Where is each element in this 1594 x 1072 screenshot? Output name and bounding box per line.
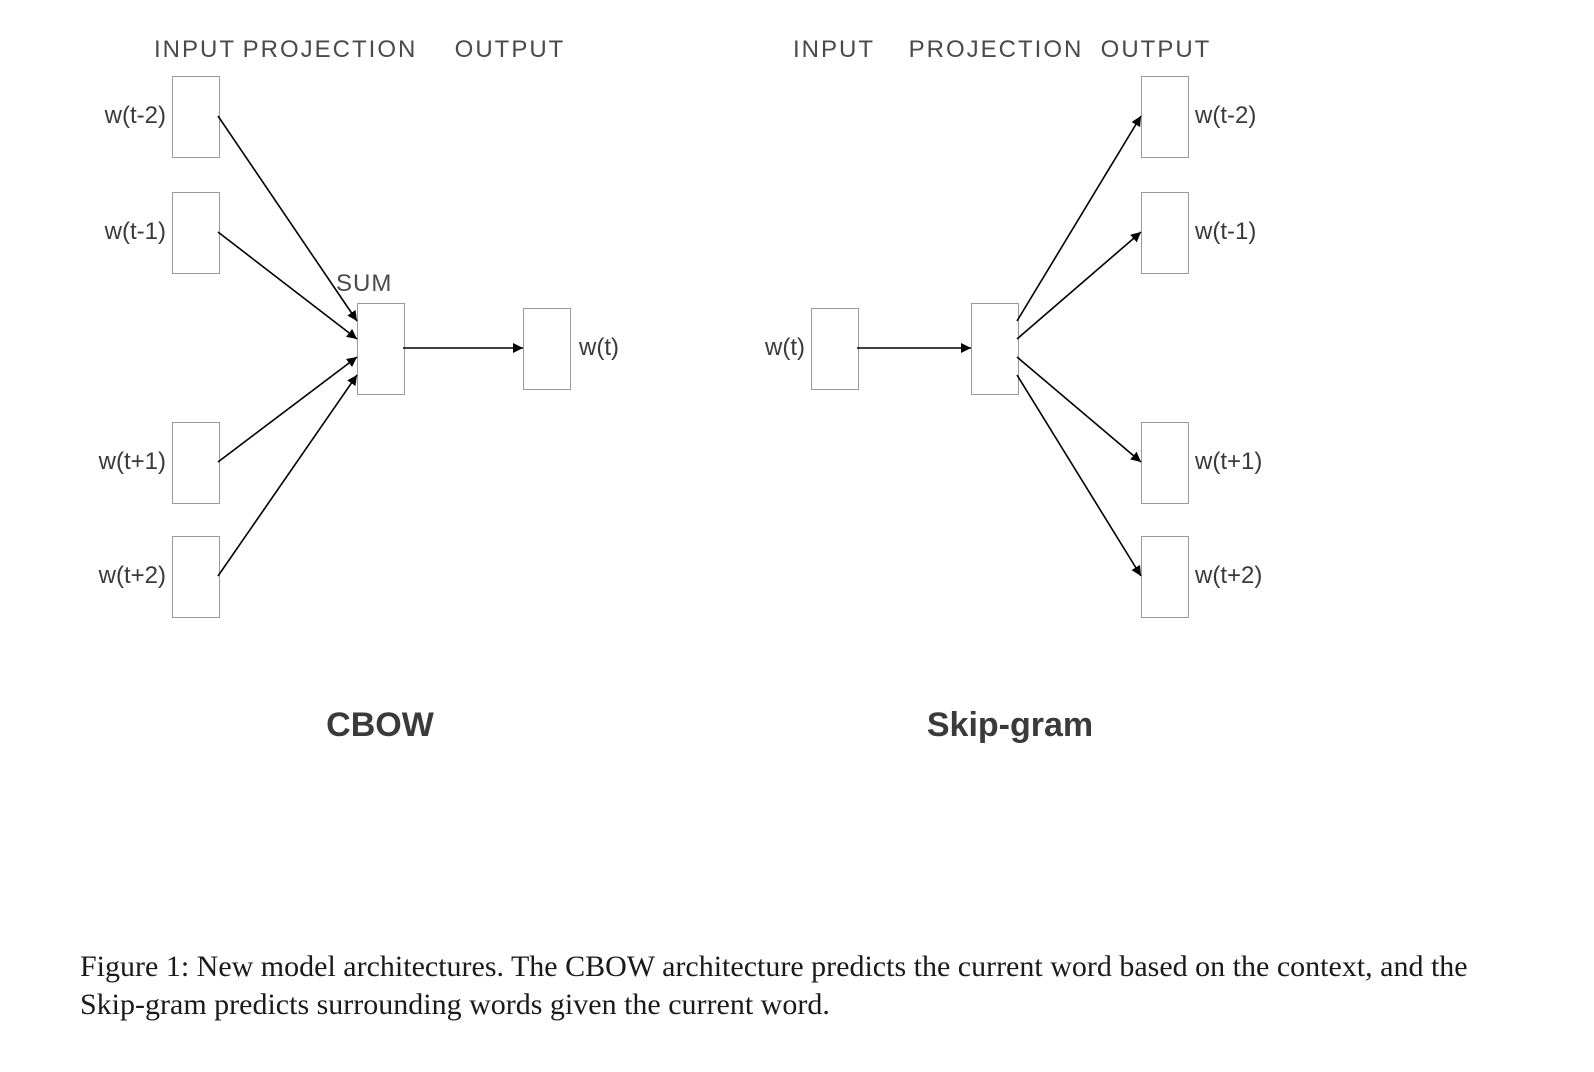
figure-caption: Figure 1: New model architectures. The C… [80, 948, 1514, 1025]
figure-page: INPUT PROJECTION OUTPUT INPUT PROJECTION… [0, 0, 1594, 1072]
arrows-layer [0, 0, 1594, 1072]
